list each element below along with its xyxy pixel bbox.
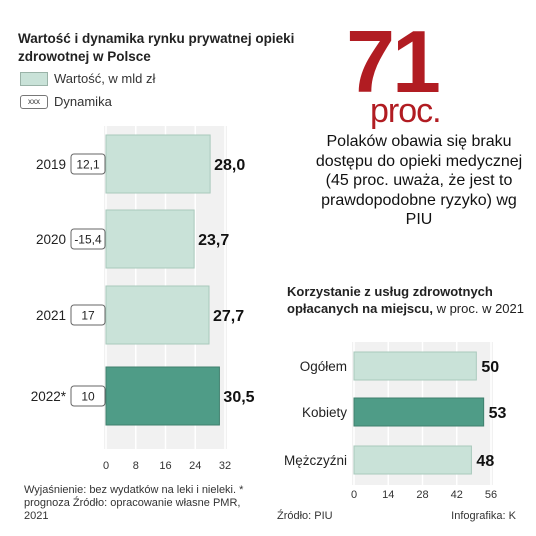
left-value-label: 23,7 [198, 232, 229, 249]
left-xtick-label: 8 [133, 460, 139, 472]
headline-number: 71 [346, 12, 441, 111]
left-category-label: 2019 [36, 157, 66, 172]
right-chart-title: Korzystanie z usług zdrowotnych opłacany… [287, 283, 527, 317]
left-dynamics-label: 12,1 [76, 158, 100, 172]
right-chart-source: Źródło: PIU [277, 510, 333, 522]
left-dynamics-box [70, 304, 106, 326]
legend-value-label: Wartość, w mld zł [54, 71, 156, 86]
right-chart-title-normal: w proc. w 2021 [432, 301, 524, 316]
legend-value: Wartość, w mld zł [20, 71, 155, 86]
left-xtick-label: 0 [103, 460, 109, 472]
left-chart-title: Wartość i dynamika rynku prywatnej opiek… [18, 31, 295, 64]
legend-dynamics-label: Dynamika [54, 94, 112, 109]
right-xtick-label: 14 [382, 489, 394, 501]
right-xtick-label: 56 [485, 489, 497, 501]
left-dynamics-label: 10 [81, 390, 95, 404]
left-bar [105, 134, 211, 194]
footnote: Wyjaśnienie: bez wydatków na leki i niel… [24, 484, 244, 522]
legend-value-swatch [20, 71, 48, 86]
left-category-label: 2021 [36, 308, 66, 323]
right-bar [353, 445, 472, 475]
headline-unit: proc. [370, 92, 442, 130]
right-bar [353, 397, 485, 427]
left-category-label: 2020 [36, 232, 66, 247]
left-bar [105, 209, 195, 269]
left-value-label: 28,0 [214, 157, 245, 174]
legend-dynamics: xxx Dynamika [20, 94, 112, 109]
right-category-label: Kobiety [302, 405, 347, 420]
right-category-label: Ogółem [300, 359, 347, 374]
left-dynamics-box [70, 228, 106, 250]
right-bar [353, 351, 477, 381]
right-category-label: Mężczyźni [284, 453, 347, 468]
legend-dynamics-box: xxx [20, 94, 48, 109]
left-xtick-label: 32 [219, 460, 231, 472]
right-value-label: 53 [489, 405, 507, 422]
left-category-label: 2022* [31, 389, 67, 404]
left-xtick-label: 24 [189, 460, 201, 472]
left-value-label: 27,7 [213, 308, 244, 325]
right-xtick-label: 28 [416, 489, 428, 501]
left-dynamics-label: 17 [81, 309, 95, 323]
left-dynamics-label: -15,4 [74, 233, 102, 247]
credit: Infografika: K [451, 510, 516, 522]
left-bar [105, 285, 210, 345]
left-bar [105, 366, 220, 426]
headline-quote: Polaków obawia się braku dostępu do opie… [315, 133, 523, 229]
left-value-label: 30,5 [223, 389, 254, 406]
right-xtick-label: 42 [451, 489, 463, 501]
right-value-label: 48 [476, 453, 494, 470]
left-dynamics-box [70, 385, 106, 407]
left-xtick-label: 16 [159, 460, 171, 472]
right-chart-title-bold: Korzystanie z usług zdrowotnych opłacany… [287, 284, 493, 316]
right-value-label: 50 [481, 359, 499, 376]
left-dynamics-box [70, 153, 106, 175]
right-xtick-label: 0 [351, 489, 357, 501]
